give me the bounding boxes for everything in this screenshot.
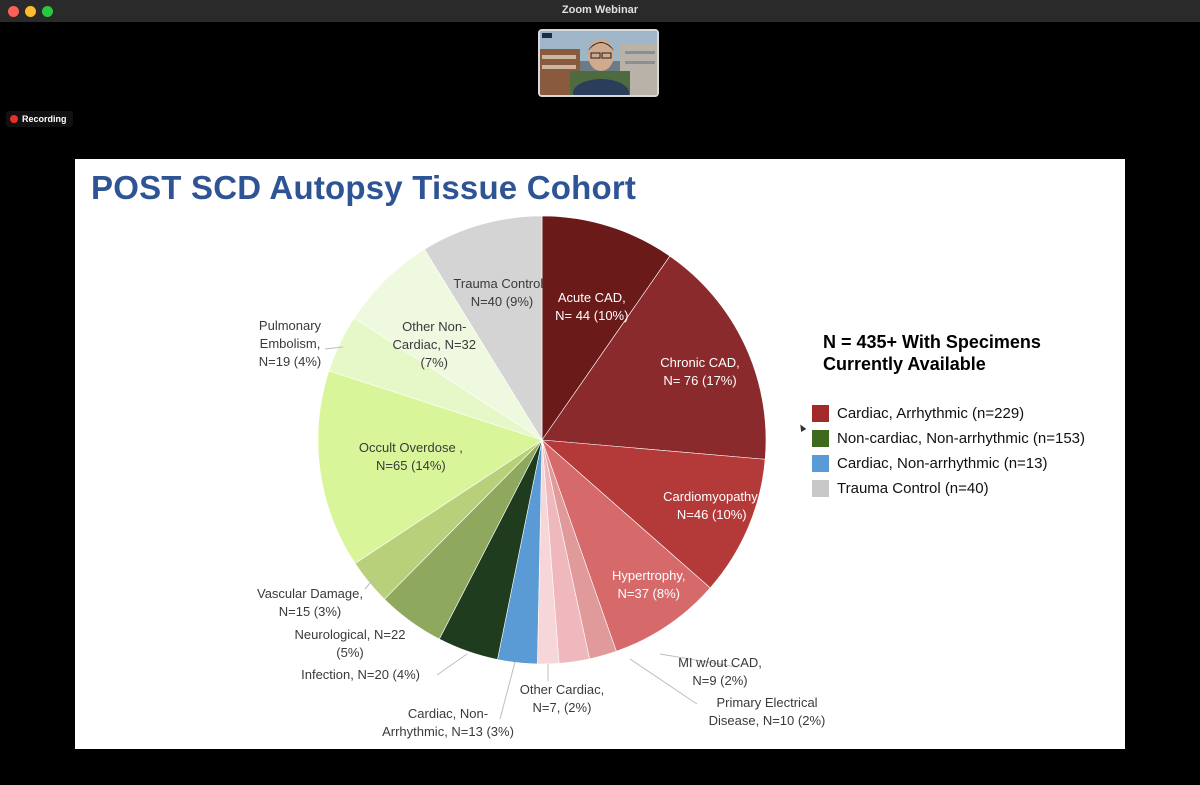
- recording-label: Recording: [22, 114, 67, 124]
- leader-line: [629, 658, 698, 705]
- legend-label: Trauma Control (n=40): [837, 480, 989, 497]
- legend-item: Non-cardiac, Non-arrhythmic (n=153): [812, 426, 1085, 451]
- legend-swatch: [812, 455, 829, 472]
- window-title: Zoom Webinar: [561, 4, 639, 16]
- presentation-slide: POST SCD Autopsy Tissue Cohort Acute CAD…: [75, 159, 1125, 749]
- pie-chart: [317, 215, 767, 720]
- recording-indicator[interactable]: Recording: [6, 111, 73, 127]
- close-window-button[interactable]: [8, 6, 19, 17]
- pie-slice-label: Trauma Control , N=40 (9%): [453, 276, 551, 310]
- legend-label: Non-cardiac, Non-arrhythmic (n=153): [837, 430, 1086, 447]
- pie-slice-label: Vascular Damage, N=15 (3%): [257, 586, 363, 619]
- leader-line: [436, 653, 468, 676]
- legend-item: Trauma Control (n=40): [812, 476, 1085, 501]
- pie-slice: [541, 255, 767, 460]
- leader-line: [364, 576, 376, 590]
- leader-line: [659, 653, 738, 668]
- legend-swatch: [812, 480, 829, 497]
- pie-slice-label: Cardiac, Non- Arrhythmic, N=13 (3%): [382, 706, 514, 739]
- specimen-summary: N = 435+ With Specimens Currently Availa…: [823, 332, 1041, 374]
- pie-slice: [541, 439, 711, 652]
- slide-title: POST SCD Autopsy Tissue Cohort: [91, 169, 637, 206]
- legend-swatch: [812, 405, 829, 422]
- legend-item: Cardiac, Arrhythmic (n=229): [812, 401, 1085, 426]
- zoom-window-button[interactable]: [42, 6, 53, 17]
- pie-slice-label: Chronic CAD, N= 76 (17%): [660, 354, 740, 388]
- leader-line: [499, 661, 516, 720]
- pie-slice-label: Hypertrophy, N=37 (8%): [612, 567, 686, 601]
- pie-slice-label: Acute CAD, N= 44 (10%): [555, 290, 629, 324]
- pie-slice-label: Occult Overdose , N=65 (14%): [358, 439, 463, 473]
- pie-slice-label: Other Non- Cardiac, N=32 (7%): [392, 318, 477, 370]
- pie-slice-label: MI w/out CAD, N=9 (2%): [678, 655, 762, 688]
- pie-slice: [541, 215, 671, 441]
- pie-slice-label: Cardiomyopathy, N=46 (10%): [663, 489, 761, 523]
- pie-slice: [317, 370, 543, 564]
- speaker-video-image: [540, 31, 657, 95]
- legend-item: Cardiac, Non-arrhythmic (n=13): [812, 451, 1085, 476]
- pie-slice-label: Primary Electrical Disease, N=10 (2%): [708, 695, 826, 728]
- legend-label: Cardiac, Non-arrhythmic (n=13): [837, 455, 1048, 472]
- legend: Cardiac, Arrhythmic (n=229) Non-cardiac,…: [812, 401, 1085, 501]
- legend-label: Cardiac, Arrhythmic (n=229): [837, 405, 1025, 422]
- pie-slice-label: Infection, N=20 (4%): [301, 667, 420, 682]
- record-dot-icon: [10, 115, 18, 123]
- pie-slice: [424, 215, 543, 442]
- pie-slice-label: Pulmonary Embolism, N=19 (4%): [258, 318, 322, 369]
- pie-slice-label: Neurological, N=22 (5%): [294, 627, 406, 660]
- legend-swatch: [812, 430, 829, 447]
- minimize-window-button[interactable]: [25, 6, 36, 17]
- pie-slice-label: Other Cardiac, N=7, (2%): [519, 682, 605, 715]
- pie-slice: [541, 439, 766, 589]
- leader-line: [324, 346, 344, 350]
- window-titlebar: Zoom Webinar: [0, 0, 1200, 23]
- speaker-video-thumbnail[interactable]: [538, 29, 659, 97]
